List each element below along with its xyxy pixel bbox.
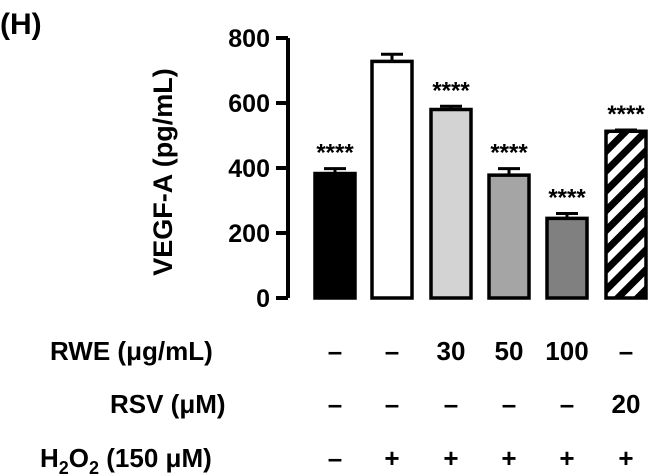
y-tick-label-2: 400: [228, 155, 270, 183]
y-tick-label-0: 0: [256, 285, 270, 313]
condition-value-0-3: 50: [495, 336, 524, 366]
significance-label-2: ****: [432, 77, 470, 104]
significance-labels: **** **** **** **** ****: [316, 77, 645, 211]
condition-value-1-0: –: [328, 389, 342, 419]
y-tick-label-3: 600: [228, 90, 270, 118]
y-tick-label-4: 800: [228, 25, 270, 53]
condition-label-h2o2: H2O2 (150 μM): [40, 443, 212, 476]
condition-value-0-0: –: [328, 336, 342, 366]
error-bars: [324, 52, 637, 219]
significance-label-4: ****: [548, 185, 586, 212]
condition-value-2-5: +: [618, 443, 633, 473]
condition-value-1-3: –: [502, 389, 516, 419]
significance-label-0: ****: [316, 140, 354, 167]
bar-5: [604, 129, 648, 300]
significance-label-5: ****: [607, 101, 645, 128]
condition-values: – –30 50 100 –– – – – –20– + + + + +: [328, 336, 641, 473]
bar-2: [429, 107, 473, 300]
condition-value-1-2: –: [444, 389, 458, 419]
condition-value-2-0: –: [328, 443, 342, 473]
condition-value-0-1: –: [385, 336, 399, 366]
y-axis: 0 200 400 600 800: [228, 25, 290, 313]
condition-value-0-5: –: [619, 336, 633, 366]
condition-value-0-4: 100: [545, 336, 588, 366]
condition-value-2-1: +: [384, 443, 399, 473]
condition-value-2-4: +: [559, 443, 574, 473]
condition-label-rsv: RSV (μM): [110, 389, 226, 419]
significance-label-3: ****: [490, 140, 528, 167]
condition-value-1-5: 20: [612, 389, 641, 419]
condition-value-1-1: –: [385, 389, 399, 419]
condition-value-1-4: –: [560, 389, 574, 419]
condition-value-0-2: 30: [437, 336, 466, 366]
bars: [313, 59, 648, 300]
condition-value-2-2: +: [443, 443, 458, 473]
bar-4: [545, 216, 589, 300]
condition-value-2-3: +: [501, 443, 516, 473]
panel-label: (H): [0, 8, 42, 41]
y-axis-label: VEGF-A (pg/mL): [148, 68, 178, 275]
bar-0: [313, 171, 357, 300]
bar-1: [370, 59, 414, 300]
condition-label-rwe: RWE (μg/mL): [50, 336, 213, 366]
bar-3: [487, 173, 531, 300]
y-tick-label-1: 200: [228, 220, 270, 248]
